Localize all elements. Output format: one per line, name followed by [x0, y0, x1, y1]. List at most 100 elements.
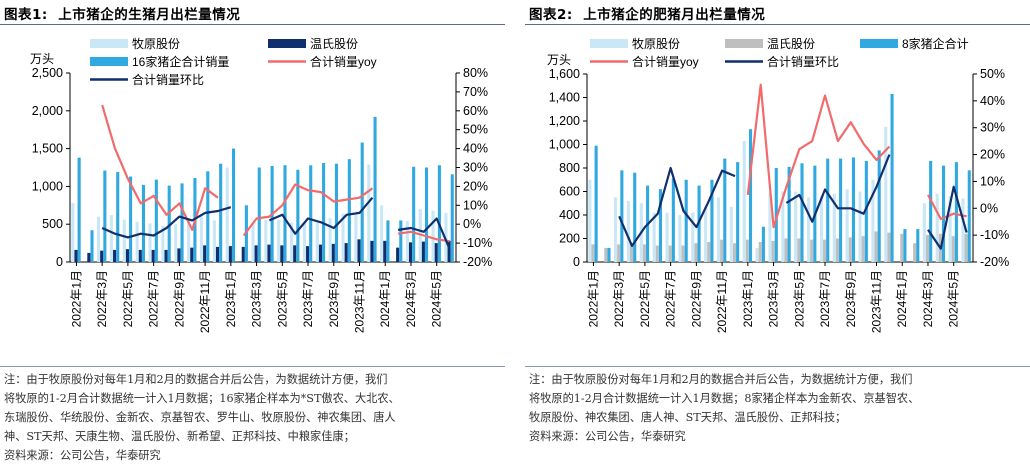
legend-swatch: [725, 39, 763, 48]
bar: [116, 172, 120, 262]
bar: [231, 148, 236, 262]
bar: [784, 238, 788, 262]
x-tick-label: 2024年3月: [404, 270, 418, 327]
figure-title-text: 上市猪企的肥猪月出栏量情况: [583, 7, 766, 23]
x-tick-label: 2023年1月: [224, 270, 238, 327]
bar: [848, 237, 852, 262]
note-line: 资料来源：公司公告，华泰研究: [529, 430, 686, 443]
bar: [594, 145, 598, 262]
bar: [328, 218, 332, 262]
bar: [421, 241, 425, 262]
note-line: 东瑞股份、华统股份、金新农、京基智农、罗牛山、牧原股份、神农集团、唐人: [4, 411, 396, 424]
bar: [318, 244, 322, 262]
legend-label: 合计销量环比: [132, 72, 204, 87]
bar: [199, 216, 204, 262]
x-tick-label: 2023年5月: [275, 270, 289, 327]
bar: [823, 239, 827, 262]
y-tick-label-left: 1,000: [32, 179, 63, 193]
legend-swatch: [90, 57, 128, 66]
bar: [383, 240, 387, 262]
y-tick-label-right: 40%: [980, 94, 1005, 108]
x-tick-label: 2023年1月: [741, 270, 755, 327]
bar: [122, 219, 126, 262]
bar: [164, 249, 168, 262]
bar: [874, 231, 878, 262]
bar: [861, 236, 865, 262]
livestock-sales-chart: 万头 0 500 1,000 1,500 2,000 2,500 -20% -10% 0% 10% 2…: [30, 37, 492, 333]
bar: [935, 193, 939, 262]
y-tick-label-right: -10%: [980, 228, 1009, 242]
bar: [652, 212, 656, 262]
bar: [877, 150, 881, 262]
bar: [810, 239, 814, 262]
legend-label: 16家猪企合计销量: [132, 54, 229, 69]
y-tick-label-left: 0: [573, 255, 580, 269]
x-tick-label: 2022年5月: [121, 270, 135, 327]
bar: [135, 221, 139, 262]
x-tick-label: 2024年5月: [430, 270, 444, 327]
bar: [658, 189, 663, 262]
bar: [228, 246, 232, 262]
y-tick-label-right: -10%: [463, 236, 492, 250]
note-line: 注：由于牧原股份对每年1月和2月的数据合并后公告，为数据统计方便，我们: [4, 373, 388, 386]
legend-label: 8家猪企合计: [902, 36, 969, 51]
legend-label: 牧原股份: [132, 37, 180, 51]
legend-label: 合计销量yoy: [632, 54, 699, 69]
bar: [280, 245, 284, 262]
bar: [386, 220, 390, 262]
x-tick-label: 2023年9月: [844, 270, 858, 327]
bar: [742, 140, 746, 262]
x-tick-label: 2022年1月: [69, 270, 83, 327]
bar: [334, 163, 339, 262]
bar: [964, 233, 968, 262]
y-tick-label-left: 1,400: [549, 91, 580, 105]
bar: [306, 246, 310, 262]
x-tick-label: 2022年1月: [586, 270, 600, 327]
bar: [148, 223, 152, 262]
y-tick-label-left: 0: [56, 255, 63, 269]
bar: [951, 236, 955, 262]
bar: [283, 165, 287, 262]
bar: [203, 245, 207, 262]
y-tick-label-left: 2,000: [32, 104, 63, 118]
x-tick-label: 2024年1月: [378, 270, 392, 327]
bar: [103, 170, 107, 262]
bar: [405, 221, 409, 262]
bar: [357, 239, 361, 262]
bar: [845, 189, 849, 262]
series-line: [268, 196, 374, 235]
bar: [437, 165, 441, 262]
y-tick-label-left: 800: [559, 161, 580, 175]
y-tick-label-left: 400: [559, 208, 580, 222]
bar: [219, 163, 223, 262]
y-tick-label-right: 80%: [463, 66, 488, 80]
bar: [633, 172, 637, 262]
bar: [380, 205, 384, 262]
y-tick-label-left: 500: [42, 217, 63, 231]
series-line: [746, 83, 891, 229]
y-tick-label-right: -20%: [980, 255, 1009, 269]
legend-swatch: [90, 39, 128, 48]
x-tick-label: 2023年5月: [792, 270, 806, 327]
bar: [800, 163, 804, 262]
bar: [408, 242, 413, 262]
bar: [768, 192, 772, 262]
figure-title-text: 上市猪企的生猪月出栏量情况: [58, 7, 241, 23]
bar: [761, 226, 765, 262]
bar: [771, 240, 775, 262]
bar: [322, 162, 326, 262]
bar: [758, 242, 762, 262]
bar: [296, 169, 300, 262]
series-line: [101, 104, 219, 231]
y-tick-label-right: 60%: [463, 104, 488, 118]
bar: [71, 203, 75, 262]
y-tick-label-left: 1,200: [549, 114, 580, 128]
bar: [723, 158, 727, 262]
bar: [154, 179, 158, 262]
note-rule: [525, 366, 1030, 367]
legend-swatch: [590, 39, 628, 48]
x-tick-label: 2023年3月: [767, 270, 781, 327]
x-tick-label: 2023年7月: [301, 270, 315, 327]
legend-label: 合计销量yoy: [310, 54, 377, 69]
bar: [180, 183, 184, 262]
